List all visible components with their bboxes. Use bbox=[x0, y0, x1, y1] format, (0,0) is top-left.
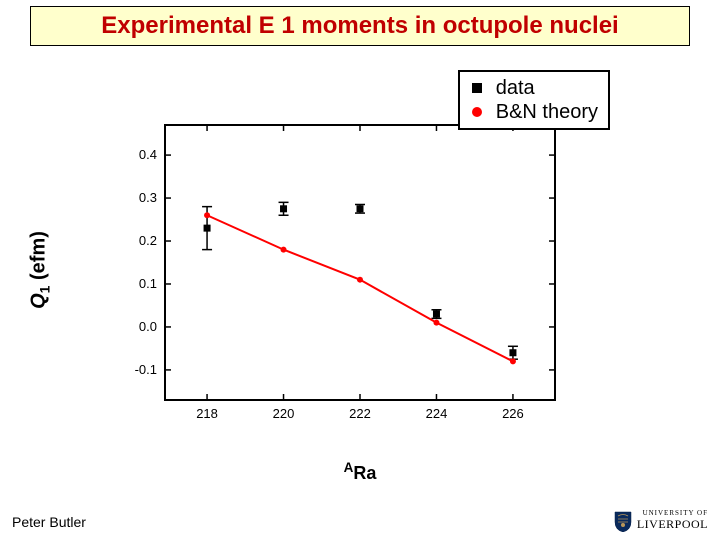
chart-container: -0.10.00.10.20.30.4218220222224226 dataB… bbox=[110, 70, 570, 440]
svg-text:218: 218 bbox=[196, 406, 218, 421]
y-axis-label: Q1 (efm) bbox=[28, 231, 53, 309]
author-name: Peter Butler bbox=[12, 514, 86, 530]
square-icon bbox=[468, 82, 486, 94]
logo-text: UNIVERSITY OF LIVERPOOL bbox=[637, 510, 708, 532]
logo-line2: LIVERPOOL bbox=[637, 517, 708, 531]
chart-legend: dataB&N theory bbox=[458, 70, 610, 130]
slide: Experimental E 1 moments in octupole nuc… bbox=[0, 0, 720, 540]
svg-text:0.4: 0.4 bbox=[139, 147, 157, 162]
legend-label: data bbox=[496, 76, 535, 100]
logo-line1: UNIVERSITY OF bbox=[637, 510, 708, 517]
circle-icon bbox=[468, 106, 486, 118]
svg-text:0.3: 0.3 bbox=[139, 190, 157, 205]
svg-text:0.1: 0.1 bbox=[139, 276, 157, 291]
crest-icon bbox=[613, 510, 633, 532]
svg-text:0.0: 0.0 bbox=[139, 319, 157, 334]
legend-item: B&N theory bbox=[468, 100, 598, 124]
title-bar: Experimental E 1 moments in octupole nuc… bbox=[30, 6, 690, 46]
svg-text:224: 224 bbox=[426, 406, 448, 421]
slide-title: Experimental E 1 moments in octupole nuc… bbox=[101, 12, 618, 40]
svg-text:-0.1: -0.1 bbox=[135, 362, 157, 377]
svg-text:226: 226 bbox=[502, 406, 524, 421]
legend-item: data bbox=[468, 76, 598, 100]
x-axis-label: ARa bbox=[0, 460, 720, 484]
legend-label: B&N theory bbox=[496, 100, 598, 124]
svg-text:220: 220 bbox=[273, 406, 295, 421]
svg-text:222: 222 bbox=[349, 406, 371, 421]
svg-text:0.2: 0.2 bbox=[139, 233, 157, 248]
university-logo: UNIVERSITY OF LIVERPOOL bbox=[613, 510, 708, 532]
